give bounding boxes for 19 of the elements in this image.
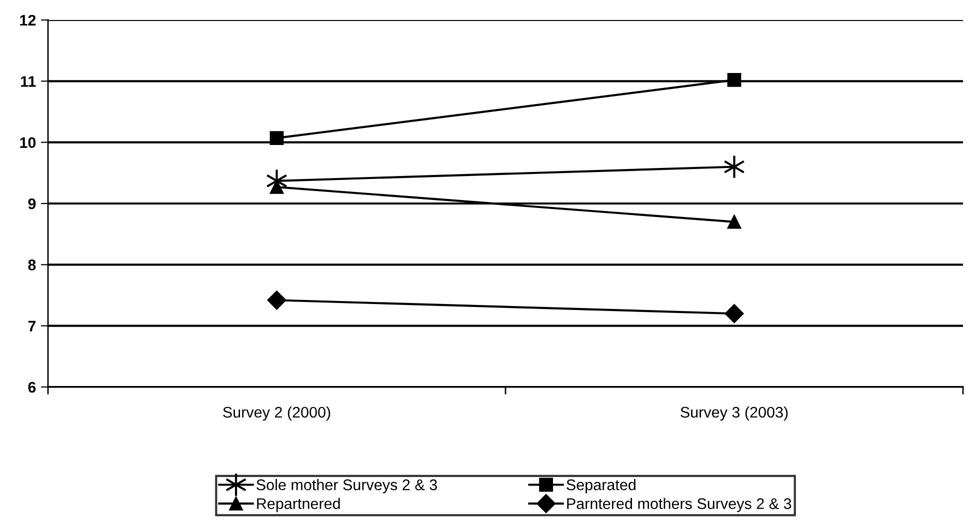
legend-label: Parntered mothers Surveys 2 & 3 — [567, 498, 792, 512]
x-tick-label: Survey 3 (2003) — [680, 406, 788, 421]
y-tick-label: 12 — [20, 14, 36, 26]
y-tick-label: 10 — [20, 137, 36, 148]
point — [727, 73, 742, 87]
y-tick-label: 11 — [21, 76, 36, 87]
legend-label: Repartnered — [257, 498, 340, 512]
point — [724, 154, 745, 179]
x-tick-label: Survey 2 (2000) — [223, 406, 330, 421]
y-tick-label: 7 — [28, 320, 36, 332]
y-tick-label: 6 — [28, 382, 36, 393]
point — [270, 131, 284, 145]
y-tick-label: 8 — [28, 260, 36, 270]
y-tick-label: 9 — [28, 198, 36, 210]
point — [267, 290, 286, 310]
point — [727, 214, 742, 229]
point — [724, 304, 744, 324]
legend-label: Separated — [566, 479, 636, 494]
legend-label: Sole mother Surveys 2 & 3 — [256, 479, 437, 494]
